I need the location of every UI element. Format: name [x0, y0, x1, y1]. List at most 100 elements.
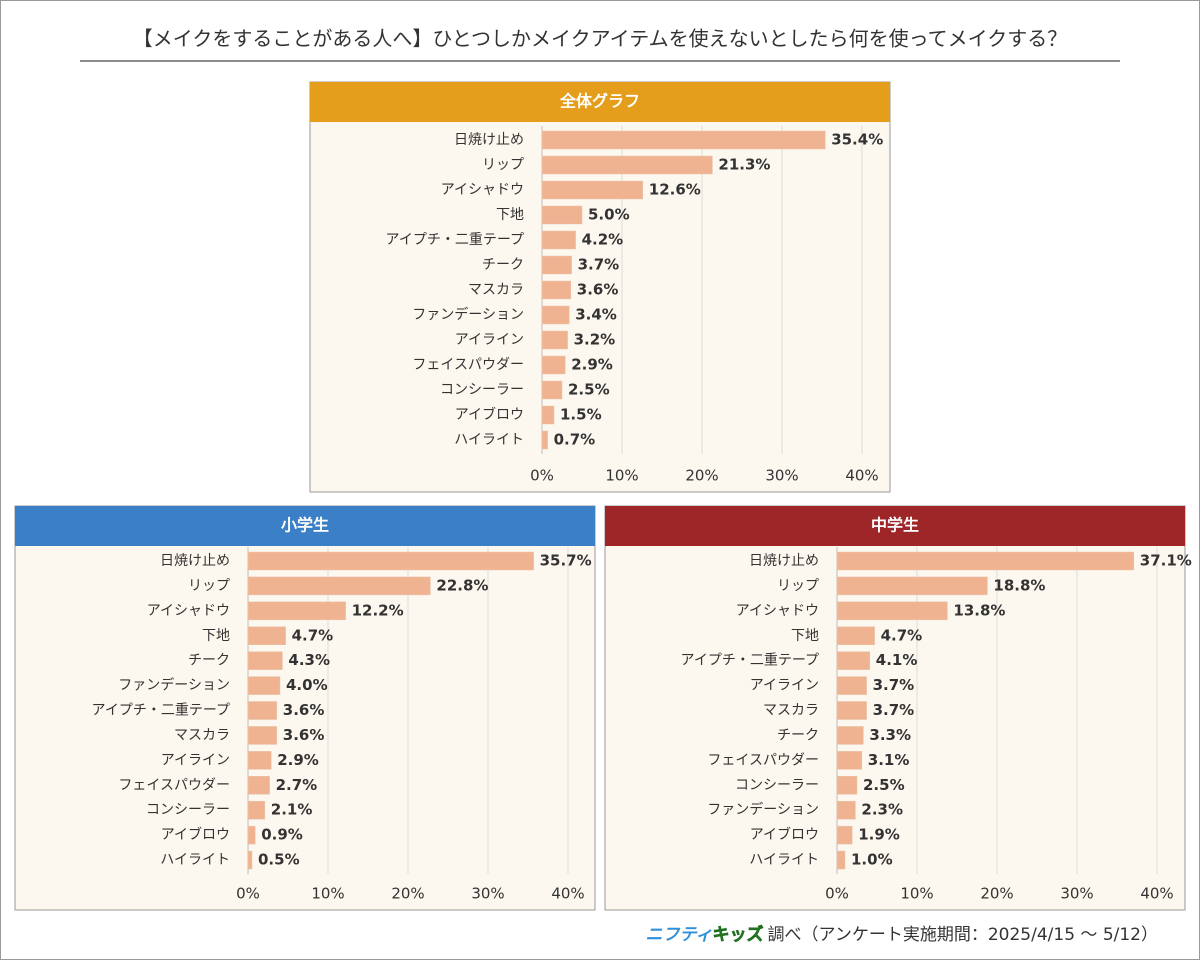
bar — [247, 776, 270, 795]
bar — [836, 726, 864, 745]
x-tick-label: 10% — [605, 467, 638, 485]
bar — [541, 280, 572, 300]
value-label: 3.3% — [869, 726, 911, 744]
bar — [541, 230, 576, 250]
category-label: フェイスパウダー — [118, 777, 230, 793]
x-tick-label: 20% — [391, 885, 424, 903]
value-label: 0.7% — [554, 431, 596, 449]
panel — [309, 81, 891, 493]
x-tick-label: 30% — [1060, 885, 1093, 903]
category-label: アイライン — [455, 332, 524, 348]
value-label: 12.6% — [649, 181, 701, 199]
bar — [541, 355, 566, 375]
category-label: 日焼け止め — [749, 553, 819, 569]
bar — [836, 576, 988, 596]
category-label: アイシャドウ — [441, 182, 524, 198]
brand-2: キッズ — [713, 924, 764, 945]
value-label: 1.9% — [858, 826, 900, 844]
value-label: 2.1% — [271, 801, 313, 819]
bar — [247, 576, 431, 596]
category-label: アイプチ・二重テープ — [386, 232, 524, 248]
category-label: アイライン — [161, 752, 230, 768]
bar — [247, 676, 281, 695]
brand-1: ニフティ — [646, 925, 713, 945]
category-label: アイプチ・二重テープ — [92, 703, 230, 719]
value-label: 1.5% — [560, 406, 602, 424]
value-label: 37.1% — [1140, 552, 1192, 570]
category-label: チーク — [188, 653, 230, 669]
bar — [247, 751, 272, 770]
category-label: アイシャドウ — [736, 603, 819, 619]
bar — [247, 800, 266, 820]
x-tick-label: 40% — [1140, 885, 1173, 903]
value-label: 3.7% — [873, 701, 915, 719]
value-label: 2.7% — [276, 776, 318, 794]
value-label: 35.7% — [540, 552, 592, 570]
x-tick-label: 30% — [471, 885, 504, 903]
value-label: 21.3% — [718, 156, 770, 174]
value-label: 5.0% — [588, 206, 630, 224]
value-label: 12.2% — [352, 601, 404, 619]
category-label: アイブロウ — [161, 826, 230, 843]
x-tick-label: 10% — [900, 885, 933, 903]
x-tick-label: 40% — [551, 885, 584, 903]
category-label: フェイスパウダー — [412, 357, 524, 373]
value-label: 4.7% — [881, 626, 923, 644]
value-label: 2.5% — [568, 381, 610, 399]
bar — [247, 551, 534, 571]
value-label: 4.3% — [288, 651, 330, 669]
bar — [541, 205, 583, 225]
value-label: 0.9% — [261, 826, 303, 844]
value-label: 18.8% — [993, 576, 1045, 594]
panel-title: 全体グラフ — [559, 92, 640, 111]
bar — [836, 701, 867, 720]
bar — [541, 155, 713, 175]
bar — [541, 180, 644, 200]
category-label: ハイライト — [749, 852, 819, 868]
bar — [541, 255, 572, 275]
bar — [836, 850, 846, 870]
category-label: マスカラ — [174, 727, 230, 743]
bar — [836, 551, 1135, 571]
value-label: 4.7% — [292, 626, 334, 644]
bar — [247, 726, 278, 745]
category-label: マスカラ — [763, 703, 819, 719]
value-label: 2.5% — [863, 776, 905, 794]
category-label: ファンデーション — [412, 306, 524, 323]
bar — [836, 800, 856, 820]
category-label: コンシーラー — [146, 802, 230, 818]
bar — [541, 405, 555, 425]
category-label: コンシーラー — [735, 777, 819, 793]
bar — [247, 701, 278, 720]
category-label: 下地 — [791, 628, 819, 644]
value-label: 35.4% — [831, 131, 883, 149]
category-label: 下地 — [202, 628, 230, 644]
value-label: 1.0% — [851, 851, 893, 869]
value-label: 2.9% — [571, 356, 613, 374]
value-label: 3.6% — [283, 726, 325, 744]
bar — [541, 305, 570, 325]
value-label: 3.6% — [283, 701, 325, 719]
bar — [836, 751, 863, 770]
category-label: リップ — [482, 157, 524, 173]
category-label: リップ — [188, 578, 230, 594]
category-label: アイブロウ — [455, 406, 524, 423]
bar — [836, 825, 853, 845]
bar — [541, 130, 826, 150]
value-label: 4.2% — [582, 231, 624, 249]
value-label: 4.0% — [286, 676, 328, 694]
category-label: アイプチ・二重テープ — [681, 653, 819, 669]
panel-header — [15, 506, 595, 546]
category-label: フェイスパウダー — [707, 752, 819, 768]
x-tick-label: 0% — [236, 885, 260, 903]
x-tick-label: 0% — [530, 467, 554, 485]
value-label: 3.1% — [868, 751, 910, 769]
footer-text: 調べ（アンケート実施期間：2025/4/15 ～ 5/12） — [768, 925, 1158, 945]
category-label: リップ — [777, 578, 819, 594]
bar — [836, 776, 858, 795]
panel — [14, 505, 596, 911]
category-label: ファンデーション — [707, 801, 819, 818]
value-label: 2.9% — [277, 751, 319, 769]
